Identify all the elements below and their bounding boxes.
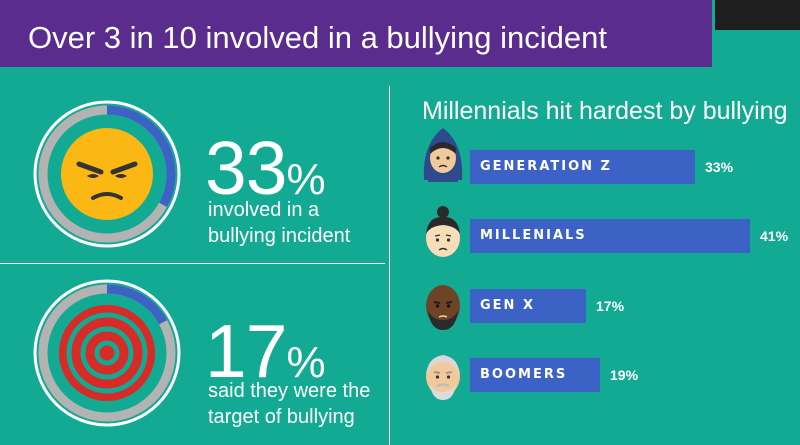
bar-value-millenials: 41%: [760, 228, 789, 244]
bar-boomers: [470, 358, 600, 392]
angry-face-icon: [61, 128, 153, 220]
stat1-ring-progress: [38, 105, 176, 243]
stat2-ring-progress: [38, 284, 176, 422]
chart-title: Millennials hit hardest by bullying: [422, 97, 788, 125]
bar-label-gen-x: GEN X: [480, 298, 535, 313]
stat2-percentage: 17%: [205, 309, 326, 393]
stat1-percentage: 33%: [205, 126, 326, 210]
bar-millenials: [470, 219, 750, 253]
gen-z-avatar-icon: [423, 128, 463, 182]
stat2-ring: [33, 279, 181, 427]
stat1-description: involved in a bullying incident: [208, 199, 351, 247]
millennial-avatar-icon: [426, 206, 460, 257]
bar-value-gen-x: 17%: [596, 298, 625, 314]
corner-block: [715, 0, 800, 30]
gen-x-avatar-icon: [426, 285, 460, 330]
target-icon: [59, 305, 155, 401]
bar-label-millenials: MILLENIALS: [480, 228, 587, 243]
bar-label-generation-z: GENERATION Z: [480, 159, 612, 174]
page-title: Over 3 in 10 involved in a bullying inci…: [28, 20, 608, 55]
bar-value-generation-z: 33%: [705, 159, 734, 175]
horizontal-divider: [0, 263, 385, 264]
title-bar: Over 3 in 10 involved in a bullying inci…: [0, 0, 712, 67]
bar-generation-z: [470, 150, 695, 184]
bar-gen-x: [470, 289, 586, 323]
bar-label-boomers: BOOMERS: [480, 367, 568, 382]
stat2-description: said they were the target of bullying: [208, 380, 371, 428]
boomer-avatar-icon: [426, 355, 460, 400]
vertical-divider: [389, 86, 390, 445]
bar-value-boomers: 19%: [610, 367, 639, 383]
stat1-ring: [33, 100, 181, 248]
